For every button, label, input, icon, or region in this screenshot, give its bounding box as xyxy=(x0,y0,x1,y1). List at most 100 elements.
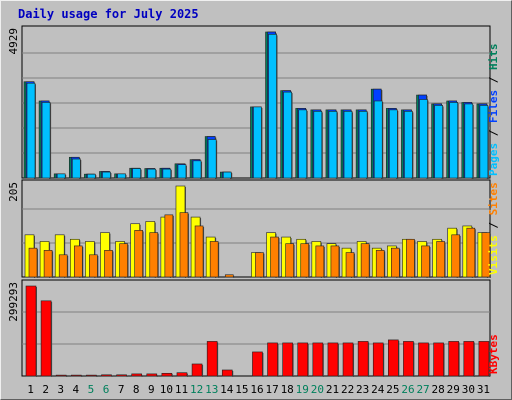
pages-bar xyxy=(449,102,459,179)
day-label: 26 xyxy=(401,383,414,396)
legend-kbytes: KBytes xyxy=(487,334,500,374)
day-label: 8 xyxy=(133,383,140,396)
pages-bar xyxy=(41,102,52,179)
kbytes-bar xyxy=(176,372,188,377)
day-label: 27 xyxy=(416,383,429,396)
kbytes-bar xyxy=(433,342,445,377)
sites-bar xyxy=(330,245,340,278)
sites-bar xyxy=(28,247,38,278)
sites-bar xyxy=(421,245,431,278)
kbytes-bar xyxy=(131,373,143,377)
day-label: 2 xyxy=(42,383,49,396)
day-label: 25 xyxy=(386,383,399,396)
day-label: 4 xyxy=(73,383,80,396)
sites-bar xyxy=(179,212,189,278)
sites-bar xyxy=(134,230,144,278)
kbytes-bar xyxy=(478,341,490,377)
day-label: 29 xyxy=(447,383,460,396)
pages-bar xyxy=(434,105,444,179)
sites-bar xyxy=(451,234,461,278)
kbytes-bar xyxy=(40,300,53,377)
day-label: 7 xyxy=(118,383,125,396)
sites-bar xyxy=(58,254,69,278)
sites-bar xyxy=(104,250,114,278)
day-label: 18 xyxy=(281,383,294,396)
kbytes-bar xyxy=(206,341,219,377)
pages-bar xyxy=(207,139,218,179)
pages-bar xyxy=(343,111,354,179)
pages-bar xyxy=(87,173,97,179)
pages-bar xyxy=(298,109,308,179)
y-max-label: 299293 xyxy=(7,282,20,322)
pages-bar xyxy=(162,168,172,179)
kbytes-bar xyxy=(388,339,400,377)
kbytes-bar xyxy=(403,341,415,377)
kbytes-bar xyxy=(448,341,460,377)
legend-pages: Pages xyxy=(487,143,500,176)
kbytes-bar xyxy=(463,341,475,377)
legend-hits: Hits xyxy=(487,44,500,71)
day-label: 10 xyxy=(160,383,173,396)
pages-bar xyxy=(102,171,112,179)
sites-bar xyxy=(255,252,265,278)
sites-bar xyxy=(164,214,174,278)
sites-bar xyxy=(466,227,476,278)
kbytes-bar xyxy=(342,342,355,377)
sites-bar xyxy=(406,238,416,278)
sites-bar xyxy=(481,232,491,278)
kbytes-bar xyxy=(297,342,309,377)
legend-visits: Visits xyxy=(487,235,500,275)
day-label: 3 xyxy=(57,383,64,396)
day-label: 24 xyxy=(371,383,385,396)
pages-bar xyxy=(358,111,369,179)
day-label: 17 xyxy=(265,383,278,396)
kbytes-bar xyxy=(161,372,173,377)
sites-bar xyxy=(270,236,280,278)
day-label: 15 xyxy=(235,383,248,396)
pages-bar xyxy=(253,106,263,179)
pages-bar xyxy=(328,111,338,179)
day-label: 11 xyxy=(175,383,188,396)
pages-bar xyxy=(132,168,142,179)
sites-bar xyxy=(375,250,386,278)
day-label: 16 xyxy=(250,383,263,396)
pages-bar xyxy=(222,171,233,179)
kbytes-bar xyxy=(267,342,279,377)
day-label: 14 xyxy=(220,383,234,396)
sites-bar xyxy=(315,245,325,278)
legend-sites: Sites xyxy=(487,182,500,215)
kbytes-bar xyxy=(252,351,264,377)
y-max-label: 205 xyxy=(7,182,20,202)
sites-bar xyxy=(194,225,205,278)
sites-bar xyxy=(391,247,401,278)
sites-bar xyxy=(89,254,99,278)
kbytes-bar xyxy=(146,373,158,377)
day-label: 12 xyxy=(190,383,203,396)
day-label: 5 xyxy=(88,383,95,396)
sites-bar xyxy=(149,232,159,278)
day-label: 13 xyxy=(205,383,218,396)
day-label: 23 xyxy=(356,383,369,396)
day-label: 9 xyxy=(148,383,155,396)
sites-bar xyxy=(300,243,310,278)
pages-bar xyxy=(373,100,384,179)
pages-bar xyxy=(313,111,323,179)
sites-bar xyxy=(285,243,295,278)
y-max-label: 4929 xyxy=(7,28,20,55)
pages-bar xyxy=(26,82,36,179)
day-label: 22 xyxy=(341,383,354,396)
kbytes-bar xyxy=(282,342,294,377)
legend-kbytes: KBytes xyxy=(487,334,500,374)
day-label: 21 xyxy=(326,383,339,396)
kbytes-bar xyxy=(116,374,128,377)
kbytes-bar xyxy=(327,342,339,377)
kbytes-bar xyxy=(55,374,68,377)
kbytes-bar xyxy=(357,341,370,377)
kbytes-bar xyxy=(25,285,37,377)
sites-bar xyxy=(43,250,54,278)
day-label: 19 xyxy=(296,383,309,396)
pages-bar xyxy=(419,99,429,179)
sites-bar xyxy=(436,241,446,278)
pages-bar xyxy=(479,105,489,179)
